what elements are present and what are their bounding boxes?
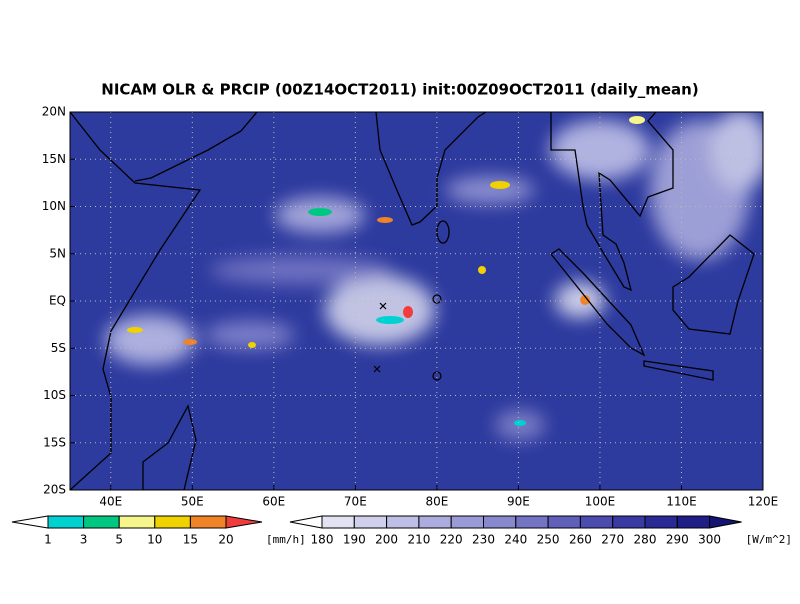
colorbars: 1 3 5 10 15 20 [mm/h] 180 190 200 210 220 230 240 250 2… [11,515,792,547]
colorbar-label: 270 [601,533,624,547]
colorbar-label: 300 [698,533,721,547]
colorbar-unit: [mm/h] [266,533,306,546]
lat-label: 15N [42,152,66,166]
colorbar-label: 280 [634,533,657,547]
colorbar-label: 15 [183,533,198,547]
colorbar-box [154,515,191,529]
lat-label: 10N [42,199,66,213]
colorbar-label: 200 [375,533,398,547]
colorbar-label: 3 [80,533,88,547]
colorbar-label: 260 [569,533,592,547]
map-title: NICAM OLR & PRCIP (00Z14OCT2011) init:00… [101,81,698,99]
colorbar-end [11,515,49,529]
colorbar-label: 240 [504,533,527,547]
lon-label: 70E [344,495,367,509]
colorbar-label: 220 [440,533,463,547]
colorbar-box [450,515,485,529]
lon-label: 100E [585,495,616,509]
colorbar-label: 230 [472,533,495,547]
colorbar-box [418,515,452,529]
colorbar-end [225,515,263,529]
cloud-field [105,112,763,440]
colorbar-label: 250 [537,533,560,547]
lat-label: 10S [43,388,66,402]
colorbar-end [709,515,742,529]
lon-label: 90E [507,495,530,509]
colorbar-label: 20 [218,533,233,547]
colorbar-box [47,515,85,529]
precip-cells [127,116,645,426]
colorbar-box [321,515,355,529]
colorbar-box [644,515,678,529]
lon-label: 120E [748,495,779,509]
map-area [70,112,763,490]
colorbar-end [289,515,323,529]
lon-label: 110E [666,495,697,509]
lat-label: 15S [43,435,66,449]
colorbar-label: 210 [407,533,430,547]
colorbar-box [386,515,420,529]
lon-label: 50E [181,495,204,509]
colorbar-box [483,515,517,529]
lon-label: 80E [425,495,448,509]
axis-labels: 20N 15N 10N 5N EQ 5S 10S 15S 20S 40E 50E 60E 70E 80E 9… [42,105,779,509]
colorbar-label: 190 [343,533,366,547]
colorbar-unit: [W/m^2] [746,533,792,546]
colorbar-box [579,515,614,529]
graticule [70,112,763,490]
lon-label: 40E [99,495,122,509]
colorbar-box [189,515,227,529]
colorbar-box [118,515,156,529]
colorbar-label: 180 [311,533,334,547]
colorbar-box [612,515,646,529]
colorbar-box [83,515,120,529]
lon-label: 60E [262,495,285,509]
colorbar-label: 290 [666,533,689,547]
coastlines [70,112,755,490]
colorbar-label: 5 [115,533,123,547]
colorbar-box [676,515,711,529]
lat-label: EQ [49,294,66,308]
colorbar-label: 10 [147,533,162,547]
colorbar-box [515,515,549,529]
colorbar-box [547,515,581,529]
colorbar-box [353,515,388,529]
lat-label: 5S [51,341,66,355]
lat-label: 20N [42,105,66,119]
colorbar-label: 1 [44,533,52,547]
lat-label: 20S [43,483,66,497]
lat-label: 5N [49,246,66,260]
